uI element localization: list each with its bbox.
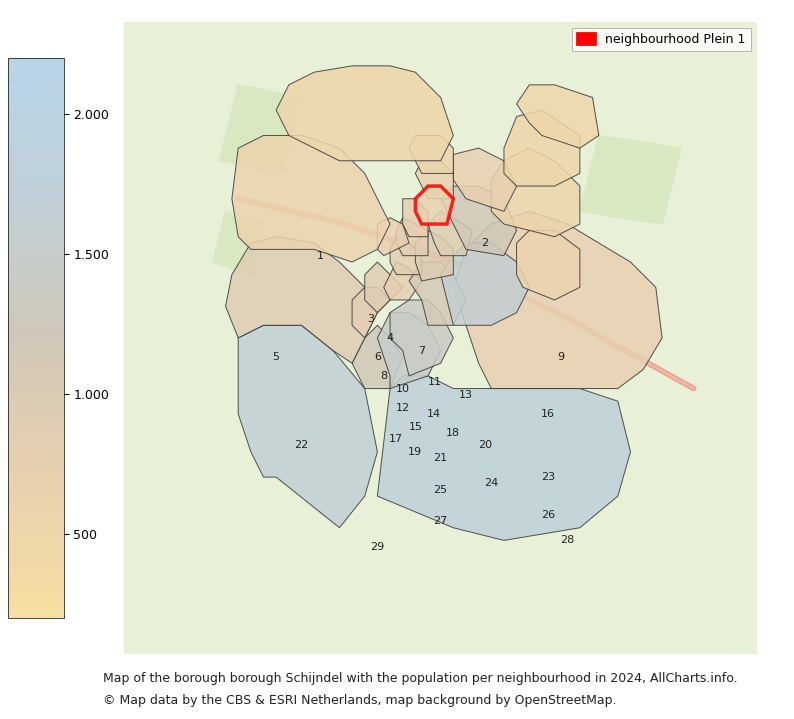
Text: 19: 19 [408,446,422,457]
Polygon shape [390,237,422,275]
Text: 9: 9 [557,352,565,362]
Text: 7: 7 [418,346,426,356]
Polygon shape [352,325,403,388]
Polygon shape [415,161,453,198]
Text: 23: 23 [542,472,555,482]
Text: 24: 24 [484,478,499,488]
Polygon shape [428,211,472,256]
Polygon shape [225,237,377,363]
Polygon shape [441,186,517,256]
Text: 29: 29 [370,541,384,551]
Text: 14: 14 [427,409,441,419]
Polygon shape [517,85,599,148]
Polygon shape [352,288,390,338]
Polygon shape [364,262,403,313]
Text: 20: 20 [478,441,492,451]
Text: 5: 5 [272,352,279,362]
Polygon shape [415,186,453,224]
Text: 2: 2 [481,238,488,248]
Polygon shape [491,148,580,237]
Text: 10: 10 [395,383,410,393]
Polygon shape [377,313,441,388]
Text: 8: 8 [380,371,387,381]
Polygon shape [504,110,580,186]
Polygon shape [232,135,390,262]
Text: 21: 21 [434,453,448,463]
Polygon shape [238,325,377,528]
Polygon shape [390,300,453,376]
Text: 26: 26 [542,510,555,520]
Legend: neighbourhood Plein 1: neighbourhood Plein 1 [572,28,751,51]
Polygon shape [403,198,428,237]
Polygon shape [441,243,530,325]
Polygon shape [415,230,453,281]
Polygon shape [377,376,630,541]
Text: 28: 28 [560,536,574,546]
Text: 18: 18 [446,428,461,438]
Polygon shape [396,218,428,256]
Polygon shape [453,211,662,388]
Text: 22: 22 [295,441,309,451]
Polygon shape [409,262,466,325]
Text: 3: 3 [368,314,375,324]
Polygon shape [213,211,264,275]
Polygon shape [409,135,453,173]
Text: 15: 15 [408,421,422,431]
Text: 17: 17 [389,434,403,444]
Text: 13: 13 [459,390,473,400]
Polygon shape [219,85,302,173]
Text: 16: 16 [542,409,555,419]
Polygon shape [453,148,517,211]
Text: 12: 12 [395,403,410,413]
Text: 6: 6 [374,352,381,362]
Text: Map of the borough borough Schijndel with the population per neighbourhood in 20: Map of the borough borough Schijndel wit… [103,672,738,685]
Text: © Map data by the CBS & ESRI Netherlands, map background by OpenStreetMap.: © Map data by the CBS & ESRI Netherlands… [103,694,617,707]
Text: 1: 1 [317,251,324,261]
Text: 25: 25 [434,485,448,495]
Text: 4: 4 [387,333,394,343]
Polygon shape [580,135,681,224]
Polygon shape [377,218,409,256]
Polygon shape [384,262,422,300]
Text: 27: 27 [434,516,448,526]
Text: 11: 11 [427,377,441,388]
Polygon shape [276,66,453,161]
Polygon shape [517,230,580,300]
